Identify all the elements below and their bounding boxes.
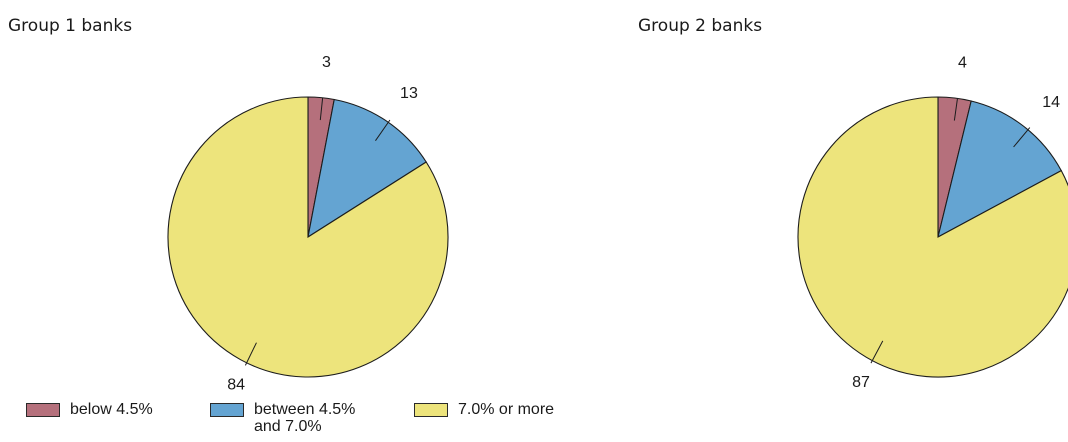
pie-1: 3 13 84: [167, 54, 449, 393]
data-label-leader: [319, 97, 324, 121]
legend-label: below 4.5%: [70, 401, 153, 418]
pie-2: 4 14 87: [797, 55, 1068, 391]
legend-label: between 4.5% and 7.0%: [254, 401, 356, 435]
pie-slice: [167, 96, 449, 378]
chart-2-title: Group 2 banks: [638, 16, 763, 36]
data-label: 87: [852, 374, 870, 391]
pie-slice: [307, 98, 427, 239]
data-label-leader: [953, 98, 958, 121]
data-label: 84: [227, 376, 245, 393]
data-label-leader: [870, 340, 884, 364]
legend-swatch: [210, 403, 244, 417]
data-label-leader: [375, 119, 391, 141]
pie-slice: [937, 100, 1063, 239]
pie-slice: [797, 96, 1068, 378]
data-label: 13: [400, 85, 418, 102]
data-label-leader: [244, 342, 257, 366]
data-label: 3: [322, 54, 331, 71]
chart-1-title: Group 1 banks: [8, 16, 133, 36]
legend-swatch: [26, 403, 60, 417]
legend-label: 7.0% or more: [458, 401, 555, 418]
data-label: 4: [958, 55, 967, 72]
data-label-leader: [1013, 127, 1031, 148]
data-label: 14: [1042, 94, 1060, 111]
legend-swatch: [414, 403, 448, 417]
